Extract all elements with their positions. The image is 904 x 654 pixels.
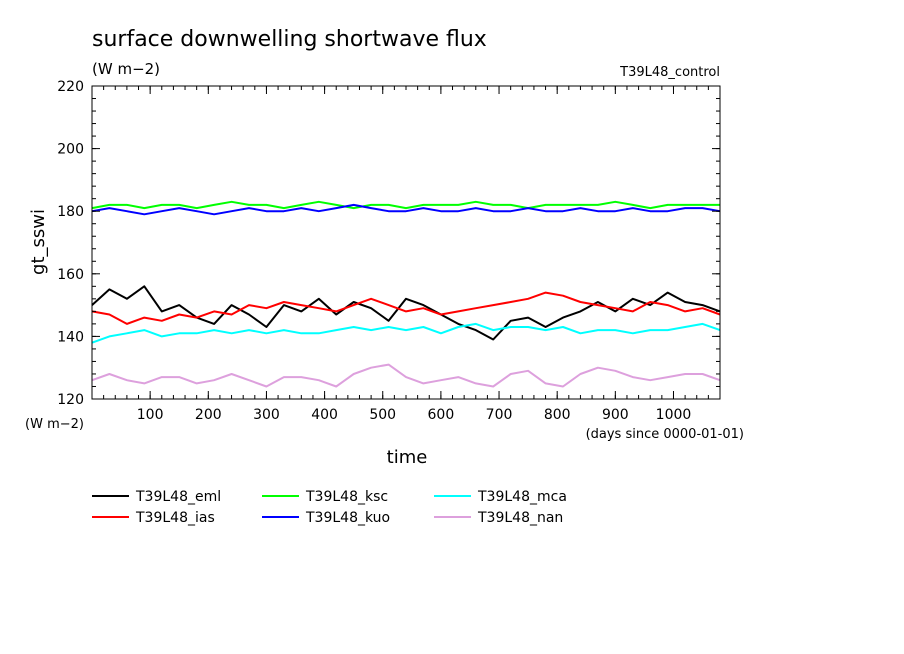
chart-subtitle: (W m−2) xyxy=(92,60,160,78)
y-tick-label: 180 xyxy=(57,204,84,220)
series-line-T39L48_ksc xyxy=(91,200,720,210)
legend-label-T39L48_mca: T39L48_mca xyxy=(477,489,567,505)
x-tick-label: 500 xyxy=(369,407,396,423)
x-tick-label: 400 xyxy=(311,407,338,423)
x-tick-label: 200 xyxy=(195,407,222,423)
x-tick-label: 100 xyxy=(137,407,164,423)
x-unit-label: (days since 0000-01-01) xyxy=(586,427,744,442)
y-unit-label: (W m−2) xyxy=(25,417,84,432)
x-tick-label: 1000 xyxy=(656,407,692,423)
x-tick-label: 800 xyxy=(544,407,571,423)
y-tick-label: 200 xyxy=(57,142,84,158)
plot-frame xyxy=(91,85,721,400)
x-tick-label: 600 xyxy=(428,407,455,423)
x-tick-label: 900 xyxy=(602,407,629,423)
plot-area: 120 140 160 180 200 220 100 200 300 400 500 600 700 8… xyxy=(57,79,721,423)
series-line-T39L48_kuo xyxy=(91,203,721,216)
legend-label-T39L48_kuo: T39L48_kuo xyxy=(305,510,390,526)
series-line-T39L48_mca xyxy=(91,322,721,344)
legend-label-T39L48_ksc: T39L48_ksc xyxy=(305,489,388,505)
legend-label-T39L48_eml: T39L48_eml xyxy=(135,489,221,505)
series-line-T39L48_ias xyxy=(91,291,721,325)
x-tick-label: 300 xyxy=(253,407,280,423)
y-tick-label: 160 xyxy=(57,267,84,283)
legend-label-T39L48_nan: T39L48_nan xyxy=(477,510,563,526)
y-tick-label: 120 xyxy=(57,392,84,408)
series-line-T39L48_nan xyxy=(91,363,721,388)
legend: T39L48_eml T39L48_ias T39L48_ksc T39L48_kuo… xyxy=(92,489,567,526)
x-tick-label: 700 xyxy=(486,407,513,423)
y-axis-label: gt_sswi xyxy=(28,209,49,275)
experiment-label: T39L48_control xyxy=(619,65,720,80)
y-tick-label: 220 xyxy=(57,79,84,95)
y-tick-label: 140 xyxy=(57,329,84,345)
x-axis-label: time xyxy=(387,447,428,468)
chart-title: surface downwelling shortwave flux xyxy=(92,27,487,52)
legend-label-T39L48_ias: T39L48_ias xyxy=(135,510,215,526)
